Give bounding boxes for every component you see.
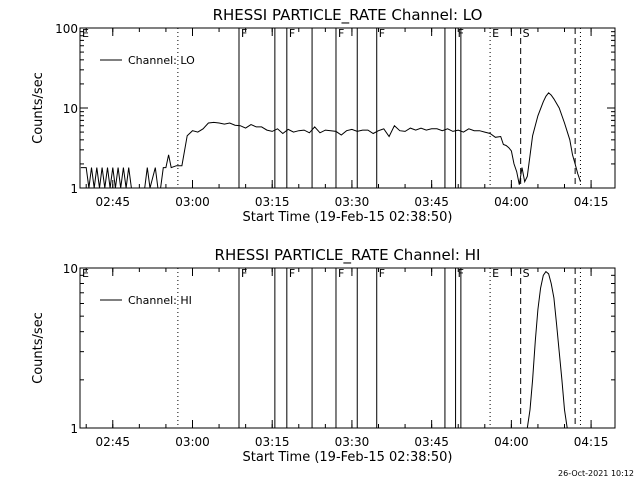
- event-label: F: [289, 27, 295, 40]
- chart-panel-0: RHESSI PARTICLE_RATE Channel: LO 1 10 100 02…: [31, 6, 616, 225]
- event-label: F: [379, 27, 385, 40]
- x-axis-label: Start Time (19-Feb-15 02:38:50): [243, 210, 453, 225]
- legend-entry: Channel: LO: [128, 54, 195, 67]
- x-tick-label: 04:00: [494, 195, 529, 209]
- event-label: E: [492, 267, 499, 280]
- x-tick-label: 03:30: [335, 435, 370, 449]
- y-tick-label: 10: [63, 102, 78, 116]
- event-label: F: [241, 27, 247, 40]
- y-tick-label: 1: [70, 182, 78, 196]
- event-label: F: [289, 267, 295, 280]
- x-tick-label: 04:15: [574, 435, 609, 449]
- chart-panel-1: RHESSI PARTICLE_RATE Channel: HI 1 10 02:45…: [31, 246, 616, 465]
- x-tick-label: 03:45: [414, 435, 449, 449]
- event-label: E: [82, 267, 89, 280]
- event-label: S: [523, 267, 530, 280]
- event-label: E: [492, 27, 499, 40]
- series-line: [526, 270, 568, 429]
- event-label: F: [338, 267, 344, 280]
- x-tick-label: 02:45: [95, 195, 130, 209]
- legend-entry: Channel: HI: [128, 294, 192, 307]
- y-tick-label: 10: [63, 262, 78, 276]
- x-tick-label: 03:00: [175, 435, 210, 449]
- plot-frame: [79, 27, 616, 189]
- y-axis-label: Counts/sec: [31, 72, 46, 144]
- series-line: [80, 92, 581, 189]
- x-tick-label: 03:30: [335, 195, 370, 209]
- footer-date: 26-Oct-2021 10:12: [558, 469, 634, 478]
- x-tick-label: 04:00: [494, 435, 529, 449]
- x-tick-label: 04:15: [574, 195, 609, 209]
- y-axis-label: Counts/sec: [31, 312, 46, 384]
- event-label: E: [82, 27, 89, 40]
- x-tick-label: 02:45: [95, 435, 130, 449]
- event-label: F: [338, 27, 344, 40]
- x-tick-label: 03:00: [175, 195, 210, 209]
- chart-title: RHESSI PARTICLE_RATE Channel: LO: [213, 6, 483, 25]
- x-tick-label: 03:15: [255, 435, 290, 449]
- event-label: F: [241, 267, 247, 280]
- event-label: F: [379, 267, 385, 280]
- event-label: S: [523, 27, 530, 40]
- y-tick-label: 100: [55, 22, 78, 36]
- chart-title: RHESSI PARTICLE_RATE Channel: HI: [215, 246, 481, 265]
- y-tick-label: 1: [70, 422, 78, 436]
- x-tick-label: 03:15: [255, 195, 290, 209]
- x-axis-label: Start Time (19-Feb-15 02:38:50): [243, 450, 453, 465]
- x-tick-label: 03:45: [414, 195, 449, 209]
